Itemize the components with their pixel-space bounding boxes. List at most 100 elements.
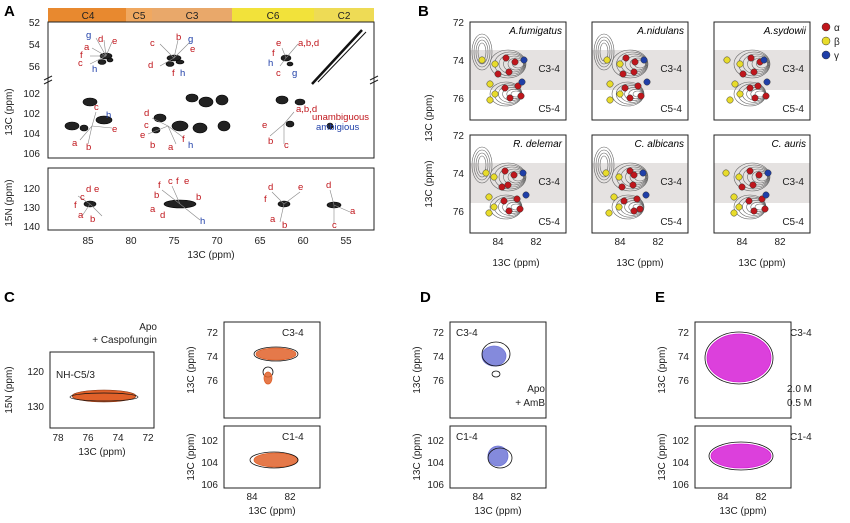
- label-h-8: h: [200, 216, 205, 227]
- contour: [498, 53, 526, 75]
- assignment-dot: [605, 209, 613, 217]
- ytick-102a: 102: [23, 89, 40, 100]
- panel-c-nh-frame: [49, 351, 155, 429]
- contour-peak: [481, 341, 511, 367]
- contour: [733, 49, 771, 79]
- panel-b-xlabel-2: 13C (ppm): [616, 258, 663, 269]
- species-panel-1: A.nidulans C3-4 C5-4: [591, 21, 689, 121]
- assignment-dot: [485, 209, 493, 217]
- assignment-dot: [606, 80, 614, 88]
- assignment-dot: [629, 181, 637, 189]
- contour-peak: [263, 371, 273, 385]
- assignment-dot: [738, 183, 746, 191]
- c-nh-xtick-72: 72: [142, 433, 154, 444]
- assignment-dot: [723, 56, 731, 64]
- label-b-6: b: [268, 136, 273, 147]
- spectra-ylabel-2: 13C (ppm): [412, 433, 423, 480]
- spectra-ylabel-2: 13C (ppm): [186, 433, 197, 480]
- assignment-dot: [747, 54, 755, 62]
- b-ytick: 74: [453, 56, 465, 67]
- assignment-dot: [485, 193, 493, 201]
- b-xtick: 84: [492, 237, 504, 248]
- c14-frame: [223, 425, 321, 489]
- assignment-dot: [726, 96, 734, 104]
- assignment-dot: [494, 70, 502, 78]
- contour: [471, 33, 493, 71]
- legend-gamma-dot: [821, 50, 831, 60]
- contour: [503, 168, 525, 186]
- spectra-xlabel: 13C (ppm): [719, 506, 766, 517]
- ytick-56: 56: [29, 62, 41, 73]
- assignment-dot: [500, 197, 508, 205]
- legend-beta-dot: [821, 36, 831, 46]
- panel-d-spectra: C3-4 C1-4 72 74 76 102 104 106 84 82 13C (ppm) 13C …: [412, 321, 547, 517]
- contour: [611, 49, 649, 79]
- label-g-2: g: [188, 34, 193, 45]
- panel-label-e: E: [655, 289, 665, 306]
- label-c-2: c: [150, 38, 155, 49]
- contour-peak: [487, 447, 513, 469]
- label-b-7: b: [90, 214, 95, 225]
- b-ytick: 72: [453, 18, 465, 29]
- region-c34: C3-4: [660, 64, 682, 75]
- label-e-5: e: [140, 130, 145, 141]
- bar-c2: [314, 8, 374, 22]
- assignment-dot: [762, 191, 770, 199]
- contour: [593, 146, 615, 184]
- assignment-dot: [736, 90, 744, 98]
- species-name: C. auris: [772, 139, 806, 150]
- panel-a-top-frame: [47, 21, 375, 159]
- region-c54: C5-4: [660, 217, 682, 228]
- region-c54: C5-4: [538, 104, 560, 115]
- assignment-dot: [630, 171, 638, 179]
- assignment-dot: [749, 181, 757, 189]
- assignment-dot: [764, 169, 772, 177]
- label-d-8: d: [160, 210, 165, 221]
- assignment-dot: [620, 197, 628, 205]
- assignment-dot: [636, 205, 644, 213]
- assignment-dot: [746, 167, 754, 175]
- ytick-52: 52: [29, 18, 41, 29]
- ytick-c34: 76: [678, 376, 690, 387]
- assignment-dot: [510, 171, 518, 179]
- c-nh-xtick-76: 76: [82, 433, 94, 444]
- contour: [747, 168, 769, 186]
- label-abd-3: a,b,d: [298, 38, 319, 49]
- c14-label: C1-4: [790, 432, 812, 443]
- ytick-c34: 74: [207, 352, 219, 363]
- label-f-5: f: [182, 134, 185, 145]
- assignment-dot: [478, 56, 486, 64]
- contour: [597, 39, 611, 65]
- assignment-dot: [504, 181, 512, 189]
- xtick-75: 75: [168, 236, 180, 247]
- panel-d-legend-drug: + AmB: [515, 398, 545, 409]
- species-frame: [469, 21, 567, 121]
- contour: [489, 49, 527, 79]
- assignment-dot: [745, 197, 753, 205]
- xtick-65: 65: [254, 236, 266, 247]
- label-c-7: c: [80, 192, 85, 203]
- label-e-8: e: [184, 176, 189, 187]
- label-a-10: a: [350, 206, 356, 217]
- panel-c-legend-apo: Apo: [139, 322, 157, 333]
- panel-a-ylabel-c: 13C (ppm): [4, 88, 15, 135]
- species-name: A.nidulans: [636, 26, 684, 37]
- assignment-lines: [77, 37, 351, 224]
- contour: [733, 162, 771, 192]
- assignment-dot: [513, 195, 521, 203]
- region-c54: C5-4: [538, 217, 560, 228]
- b-xtick: 84: [614, 237, 626, 248]
- label-f-8b: f: [176, 176, 179, 187]
- label-f-9: f: [264, 194, 267, 205]
- assignment-dot: [621, 84, 629, 92]
- contour-peak: [706, 333, 772, 383]
- assignment-dot: [642, 191, 650, 199]
- assignment-dot: [631, 58, 639, 66]
- assignment-dot: [520, 56, 528, 64]
- panel-a-xticks: 85 80 75 70 65 60 55 13C (ppm): [82, 236, 352, 261]
- xtick-70: 70: [211, 236, 223, 247]
- assignment-dot: [750, 68, 758, 76]
- panel-d-legend-apo: Apo: [527, 384, 545, 395]
- c34-frame: [694, 321, 792, 419]
